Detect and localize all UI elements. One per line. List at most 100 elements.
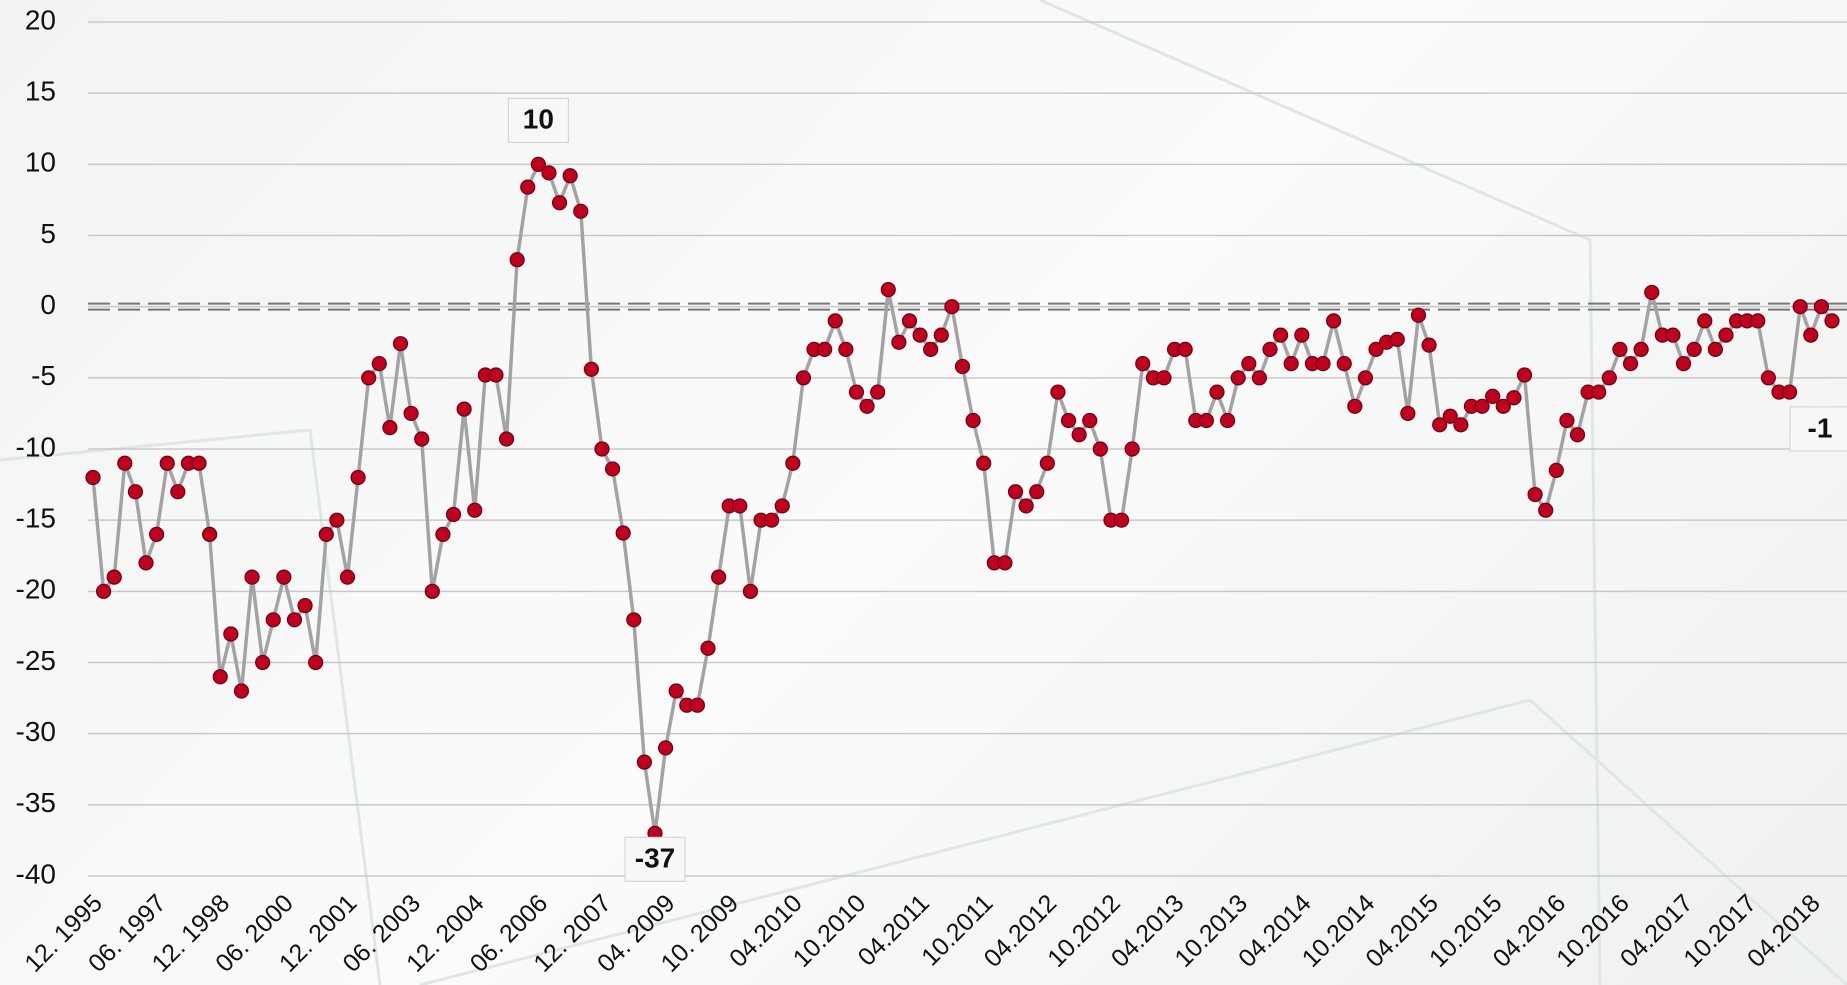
point: [392, 336, 409, 352]
point: [1548, 462, 1564, 478]
point: [838, 341, 854, 357]
point: [1559, 412, 1575, 429]
point: [954, 358, 971, 375]
point: [85, 469, 101, 486]
point: [159, 455, 175, 471]
point: [1675, 356, 1692, 372]
point: [1113, 512, 1130, 528]
point: [149, 526, 165, 543]
y-tick-label: -20: [16, 574, 56, 605]
point: [1707, 341, 1723, 357]
point: [1177, 341, 1193, 357]
point: [117, 455, 133, 471]
point: [965, 412, 981, 429]
point: [1060, 412, 1077, 429]
point: [1644, 284, 1660, 301]
y-tick-label: -35: [16, 787, 56, 818]
point: [1198, 412, 1214, 429]
decor-line: [419, 698, 1847, 985]
point: [933, 327, 949, 343]
point: [138, 555, 154, 571]
point: [286, 612, 303, 628]
point: [467, 502, 483, 518]
point: [1283, 356, 1299, 372]
point: [1803, 327, 1819, 343]
data-label-text: 10: [523, 104, 554, 135]
point: [594, 441, 610, 457]
point: [1262, 341, 1278, 357]
point: [414, 431, 430, 447]
point: [732, 498, 748, 514]
point: [997, 555, 1013, 571]
data-label: -1: [1789, 406, 1847, 452]
point: [583, 361, 599, 377]
point: [1294, 327, 1310, 343]
point: [859, 398, 875, 414]
y-tick-label: -10: [16, 431, 56, 462]
point: [1124, 441, 1140, 457]
point: [1474, 398, 1490, 414]
point: [445, 506, 462, 523]
point: [1527, 486, 1543, 503]
point: [498, 431, 515, 447]
point: [1506, 390, 1522, 406]
point: [329, 512, 345, 528]
data-label-text: -37: [635, 843, 675, 874]
point: [795, 370, 812, 386]
point: [1039, 455, 1055, 471]
point: [1029, 484, 1045, 500]
point: [1442, 408, 1458, 424]
data-label-box: [624, 836, 686, 882]
point: [880, 281, 896, 298]
point: [170, 484, 186, 500]
point: [944, 299, 960, 315]
point: [520, 179, 536, 195]
point: [1018, 498, 1034, 514]
point: [1824, 313, 1840, 329]
point: [1569, 427, 1586, 443]
point: [912, 327, 928, 343]
point: [551, 195, 568, 211]
y-tick-label: -40: [16, 858, 56, 889]
point: [1421, 337, 1437, 353]
point: [1273, 327, 1289, 343]
point: [244, 569, 260, 585]
point: [530, 156, 546, 172]
point: [785, 455, 801, 471]
point: [106, 569, 122, 585]
point: [382, 420, 398, 436]
point: [339, 569, 356, 585]
point: [488, 367, 504, 383]
decor-line: [0, 428, 382, 985]
y-tick-label: 0: [40, 289, 56, 320]
point: [1453, 417, 1469, 433]
y-tick-label: -5: [31, 360, 56, 391]
point: [509, 252, 525, 268]
point: [1538, 502, 1554, 518]
decor-line: [1039, 0, 1602, 985]
point: [223, 626, 239, 642]
point: [1591, 384, 1607, 400]
y-tick-label: -15: [16, 503, 56, 534]
y-tick-label: 10: [25, 147, 56, 178]
point: [700, 640, 716, 656]
point: [1633, 341, 1649, 357]
data-label: -37: [624, 836, 686, 882]
point: [361, 370, 377, 386]
point: [371, 356, 387, 372]
y-tick-label: -25: [16, 645, 56, 676]
point: [265, 612, 281, 628]
point: [1697, 313, 1713, 329]
point: [1347, 398, 1363, 414]
point: [1760, 370, 1776, 386]
point: [774, 498, 790, 514]
point: [1485, 388, 1501, 404]
point: [711, 569, 727, 585]
point: [1050, 384, 1066, 400]
point: [1071, 427, 1087, 443]
point: [573, 203, 589, 219]
point: [297, 597, 313, 614]
y-tick-label: 5: [40, 218, 56, 249]
